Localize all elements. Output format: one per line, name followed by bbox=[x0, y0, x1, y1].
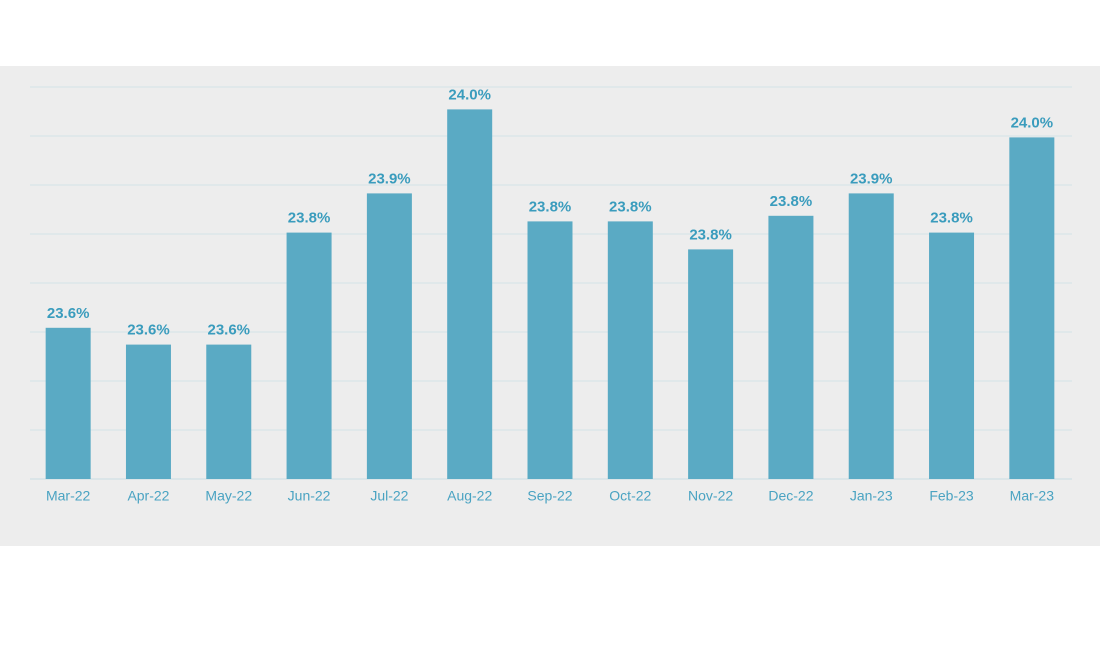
x-tick-label: Feb-23 bbox=[929, 488, 974, 504]
bar bbox=[527, 221, 573, 479]
value-label: 23.8% bbox=[689, 226, 732, 243]
value-label: 24.0% bbox=[448, 86, 491, 103]
x-tick-label: Aug-22 bbox=[447, 488, 492, 504]
bar bbox=[688, 249, 734, 479]
value-label: 24.0% bbox=[1011, 114, 1054, 131]
x-tick-label: Nov-22 bbox=[688, 488, 733, 504]
value-label: 23.6% bbox=[207, 322, 250, 339]
value-label: 23.8% bbox=[288, 210, 331, 227]
value-label: 23.9% bbox=[368, 170, 411, 187]
bar bbox=[447, 109, 493, 480]
x-tick-label: Mar-23 bbox=[1010, 488, 1055, 504]
bar bbox=[848, 193, 894, 479]
x-tick-label: Jun-22 bbox=[288, 488, 331, 504]
bar bbox=[929, 232, 975, 479]
bar bbox=[1009, 137, 1055, 479]
bar bbox=[607, 221, 653, 479]
value-label: 23.8% bbox=[930, 210, 973, 227]
bar bbox=[125, 344, 171, 479]
bar bbox=[206, 344, 252, 479]
bar bbox=[768, 215, 814, 480]
value-label: 23.8% bbox=[529, 198, 572, 215]
x-tick-label: Dec-22 bbox=[768, 488, 813, 504]
bar bbox=[366, 193, 412, 479]
bar bbox=[45, 327, 91, 479]
value-label: 23.9% bbox=[850, 170, 893, 187]
value-label: 23.6% bbox=[47, 305, 90, 322]
x-tick-label: Jul-22 bbox=[370, 488, 408, 504]
bar bbox=[286, 232, 332, 479]
x-tick-label: Oct-22 bbox=[609, 488, 651, 504]
x-tick-label: May-22 bbox=[205, 488, 252, 504]
value-label: 23.8% bbox=[609, 198, 652, 215]
x-tick-label: Apr-22 bbox=[127, 488, 169, 504]
value-label: 23.6% bbox=[127, 322, 170, 339]
value-label: 23.8% bbox=[770, 193, 813, 210]
x-tick-label: Sep-22 bbox=[527, 488, 572, 504]
x-tick-label: Jan-23 bbox=[850, 488, 893, 504]
x-tick-label: Mar-22 bbox=[46, 488, 91, 504]
